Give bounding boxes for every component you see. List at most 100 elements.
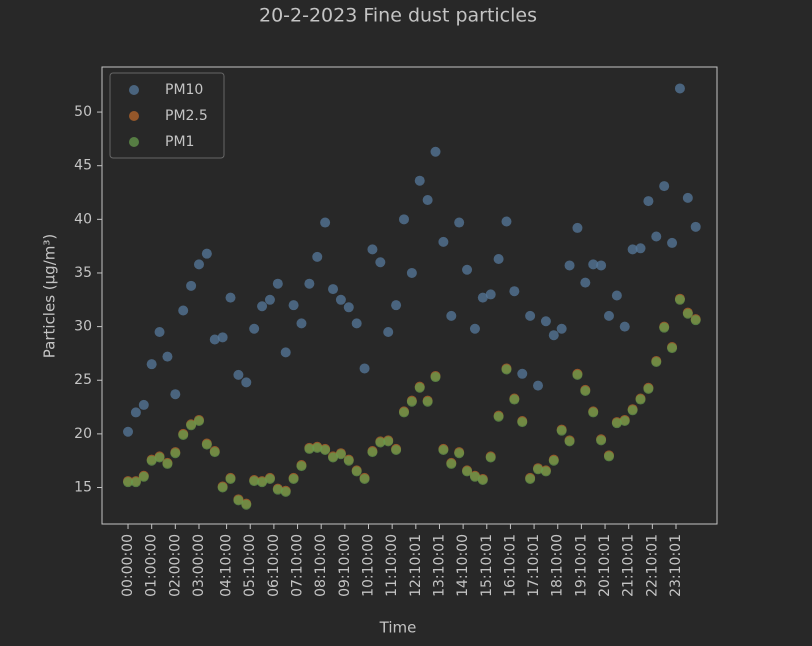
point [651, 231, 662, 242]
x-tick-label: 12:10:01 [408, 534, 424, 597]
point [517, 417, 528, 428]
point [359, 363, 370, 374]
point [596, 435, 607, 446]
point [462, 264, 473, 275]
point [454, 217, 465, 228]
point [154, 452, 165, 463]
point [264, 473, 275, 484]
x-tick-label: 13:10:01 [431, 534, 447, 597]
point [186, 280, 197, 291]
point [564, 436, 575, 447]
x-tick-label: 11:10:00 [384, 534, 400, 597]
legend-marker [129, 137, 139, 147]
point [596, 260, 607, 271]
plot-frame [101, 66, 718, 525]
point [328, 284, 339, 295]
point [130, 407, 141, 418]
x-tick-label: 22:10:01 [644, 534, 660, 597]
chart-title: 20-2-2023 Fine dust particles [259, 5, 537, 27]
y-tick-label: 20 [74, 426, 92, 442]
legend-label: PM1 [165, 134, 194, 150]
point [430, 146, 441, 157]
point [414, 175, 425, 186]
point [391, 300, 402, 311]
point [619, 416, 630, 427]
x-tick-label: 06:10:00 [266, 534, 282, 597]
point [162, 458, 173, 469]
x-tick-label: 14:10:00 [455, 534, 471, 597]
point [209, 447, 220, 458]
point [328, 452, 339, 463]
point [501, 216, 512, 227]
point [682, 308, 693, 319]
point [193, 416, 204, 427]
point [296, 461, 307, 472]
point [343, 302, 354, 313]
point [178, 429, 189, 440]
point [272, 278, 283, 289]
point [509, 286, 520, 297]
point [588, 407, 599, 418]
point [517, 368, 528, 379]
point [304, 278, 315, 289]
point [351, 466, 362, 477]
point [257, 301, 268, 312]
x-tick-label: 09:10:00 [337, 534, 353, 597]
x-tick-label: 16:10:01 [502, 534, 518, 597]
point [469, 471, 480, 482]
point [430, 372, 441, 383]
legend-marker [129, 111, 139, 121]
point [446, 310, 457, 321]
point [580, 277, 591, 288]
y-tick-label: 30 [74, 319, 92, 335]
point [320, 217, 331, 228]
point [138, 471, 149, 482]
y-tick-label: 15 [74, 480, 92, 496]
point [493, 411, 504, 422]
x-tick-label: 03:00:00 [191, 534, 207, 597]
y-tick-label: 40 [74, 211, 92, 227]
point [525, 310, 536, 321]
point [375, 257, 386, 268]
point [201, 439, 212, 450]
point [635, 394, 646, 405]
x-tick-label: 07:10:00 [290, 534, 306, 597]
point [375, 437, 386, 448]
x-tick-label: 04:10:00 [219, 534, 235, 597]
point [485, 289, 496, 300]
y-tick-label: 35 [74, 265, 92, 281]
point [123, 426, 134, 437]
point [280, 486, 291, 497]
point [690, 221, 701, 232]
x-tick-label: 17:10:01 [526, 534, 542, 597]
x-tick-label: 20:10:01 [597, 534, 613, 597]
point [414, 382, 425, 393]
point [588, 259, 599, 270]
point [540, 316, 551, 327]
y-tick-label: 45 [74, 158, 92, 174]
x-tick-label: 18:10:00 [550, 534, 566, 597]
point [296, 318, 307, 329]
point [509, 394, 520, 405]
point [178, 305, 189, 316]
point [233, 369, 244, 380]
point [690, 315, 701, 326]
y-tick-label: 25 [74, 372, 92, 388]
point [335, 449, 346, 460]
point [619, 321, 630, 332]
point [351, 318, 362, 329]
point [540, 466, 551, 477]
point [391, 444, 402, 455]
point [359, 473, 370, 484]
point [170, 448, 181, 459]
point [217, 482, 228, 493]
point [422, 396, 433, 407]
point [123, 477, 134, 488]
point [257, 477, 268, 488]
point [312, 251, 323, 262]
point [548, 330, 559, 341]
x-tick-label: 08:10:00 [313, 534, 329, 597]
point [367, 244, 378, 255]
